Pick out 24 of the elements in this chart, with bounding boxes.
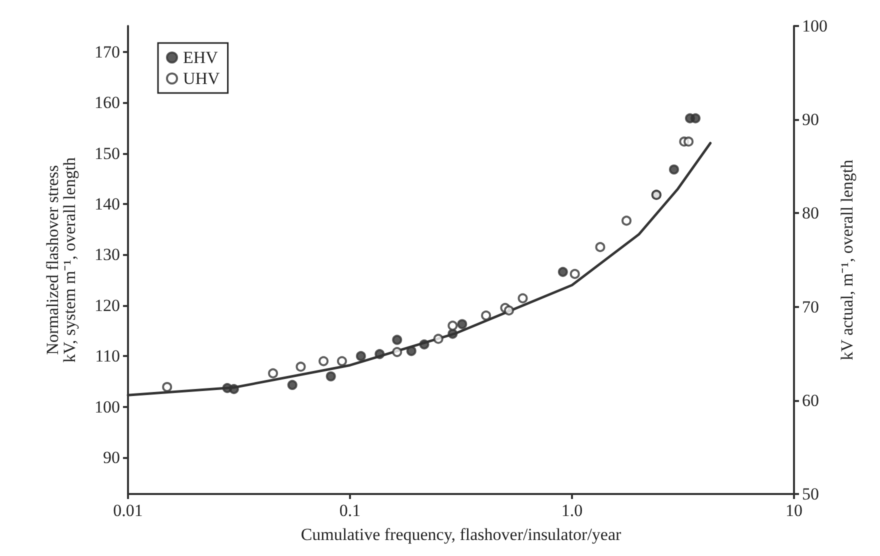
- x-tick-label: 0.01: [113, 501, 143, 520]
- y2-tick-label: 100: [802, 16, 828, 36]
- y2-tick-label: 90: [802, 110, 819, 130]
- x-tick-label: 10: [786, 501, 802, 520]
- x-axis-title: Cumulative frequency, flashover/insulator/year: [300, 525, 622, 544]
- y-tick-label: 120: [94, 296, 120, 315]
- y-tick-label: 130: [94, 245, 120, 264]
- legend-label: EHV: [183, 48, 219, 67]
- y2-tick-label: 80: [802, 204, 819, 223]
- y-tick-label: 170: [94, 42, 120, 62]
- y2-tick-label: 50: [802, 484, 819, 504]
- y2-axis-title: kV actual, m⁻¹, overall length: [837, 159, 856, 360]
- y-tick-label: 100: [94, 397, 120, 416]
- y2-tick-label: 60: [802, 390, 819, 410]
- y-tick-label: 160: [94, 93, 120, 112]
- y-tick-label: 150: [94, 144, 120, 163]
- y2-tick-label: 70: [802, 297, 819, 316]
- y-tick-label: 90: [103, 448, 120, 467]
- y-tick-label: 110: [95, 346, 120, 366]
- x-tick-label: 0.1: [339, 501, 361, 520]
- y-axis-title: Normalized flashover stress kV, system m⁻¹, overall length: [43, 156, 79, 363]
- y-tick-label: 140: [94, 194, 120, 214]
- legend-label: UHV: [183, 69, 221, 88]
- x-tick-label: 1.0: [561, 501, 583, 520]
